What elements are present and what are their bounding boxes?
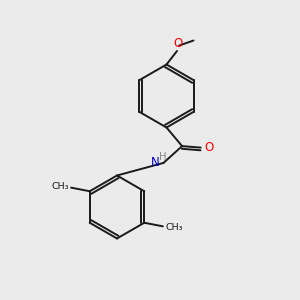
Text: N: N: [151, 156, 159, 169]
Text: CH₃: CH₃: [51, 182, 69, 191]
Text: O: O: [204, 141, 214, 154]
Text: O: O: [173, 37, 182, 50]
Text: CH₃: CH₃: [165, 223, 183, 232]
Text: H: H: [159, 152, 167, 162]
